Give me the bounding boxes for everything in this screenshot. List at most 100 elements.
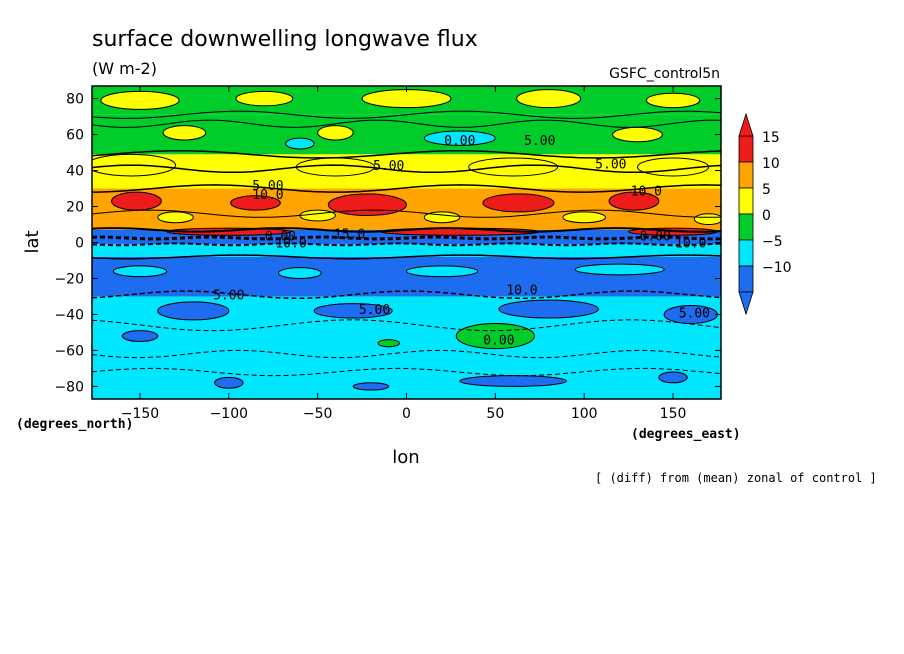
heatmap-cell <box>285 137 315 150</box>
x-tick-label: 50 <box>486 406 504 422</box>
colorbar-segment <box>738 239 754 267</box>
heatmap-cell <box>112 265 168 278</box>
colorbar-max-arrow <box>738 112 754 137</box>
heatmap-cell <box>317 125 354 141</box>
heatmap-cell <box>482 193 555 213</box>
contour-line <box>92 164 721 174</box>
heatmap-cell <box>299 209 336 222</box>
heatmap-band <box>92 238 721 245</box>
contour-label: 0.00 <box>640 229 671 244</box>
heatmap-cell <box>327 193 408 217</box>
contour-line <box>92 349 721 359</box>
y-tick-label: −40 <box>54 307 84 323</box>
heatmap-cell <box>516 89 582 109</box>
heatmap-cell <box>574 263 665 276</box>
y-tick-label: 60 <box>66 128 84 144</box>
colorbar-segment <box>738 265 754 293</box>
y-tick-label: 0 <box>75 236 84 252</box>
contour-line <box>92 227 721 233</box>
heatmap-cell <box>230 195 281 211</box>
contour-label: 0.00 <box>483 334 514 349</box>
heatmap-cell <box>468 157 559 177</box>
dataset-label: GSFC_control5n <box>609 66 720 82</box>
contour-label: 10.0 <box>252 188 283 203</box>
contour-label: 5.00 <box>595 157 626 172</box>
contour-line <box>92 290 721 300</box>
colorbar-label: 10 <box>762 156 780 172</box>
heatmap-cell <box>361 89 452 109</box>
x-tick-label: −50 <box>303 406 333 422</box>
colorbar-min-arrow <box>738 291 754 316</box>
contour-line <box>92 319 721 332</box>
contour-label: 0.00 <box>265 229 296 244</box>
heatmap-cell <box>608 191 660 211</box>
contour-line <box>92 254 721 260</box>
y-tick-label: 20 <box>66 200 84 216</box>
contour-line <box>92 110 721 119</box>
contour-line <box>92 209 721 218</box>
y-tick-label: −80 <box>54 379 84 395</box>
heatmap-cell <box>235 90 294 107</box>
contour-label: 5.00 <box>524 134 555 149</box>
contour-label: 10.0 <box>275 237 306 252</box>
footnote: [ (diff) from (mean) zonal of control ] <box>595 471 877 485</box>
heatmap-cell <box>562 211 607 224</box>
contour-label: 10.0 <box>631 184 662 199</box>
heatmap-cell <box>162 125 207 141</box>
contour-label: 0.00 <box>444 134 475 149</box>
heatmap-cell <box>377 339 400 348</box>
contour-line <box>92 150 721 159</box>
colorbar: 15 10 5 0 −5 −10 <box>738 112 792 316</box>
contour-label: 15.0 <box>334 228 365 243</box>
contour-line <box>92 242 721 247</box>
heatmap-cell <box>459 375 567 387</box>
heatmap-band <box>92 154 721 169</box>
y-tick-label: −60 <box>54 343 84 359</box>
contour-label: 5.00 <box>679 307 710 322</box>
heatmap-cell <box>658 371 688 384</box>
contour-label: 10.0 <box>506 283 537 298</box>
y-tick-label: 40 <box>66 164 84 180</box>
heatmap-cell <box>612 126 663 143</box>
contour-label: 5.00 <box>373 159 404 174</box>
x-axis-label: lon <box>392 447 419 468</box>
heatmap-cell <box>121 330 159 342</box>
heatmap-cell <box>313 303 393 319</box>
contour-line <box>92 119 721 128</box>
x-tick-label: 100 <box>571 406 598 422</box>
heatmap-cell <box>423 211 461 224</box>
y-axis-units: (degrees_north) <box>16 417 133 432</box>
colorbar-segment <box>738 213 754 241</box>
y-tick-label: −20 <box>54 271 84 287</box>
heatmap-cell <box>214 376 244 389</box>
contour-label: 5.00 <box>252 179 283 194</box>
colorbar-segment <box>738 135 754 163</box>
y-tick-label: 80 <box>66 92 84 108</box>
colorbar-segment <box>738 161 754 189</box>
heatmap-band <box>92 168 721 189</box>
heatmap-cell <box>498 299 599 319</box>
heatmap-cell <box>157 211 194 224</box>
heatmap-band <box>92 256 721 297</box>
contour-label: 10.0 <box>675 237 706 252</box>
heatmap-cell <box>406 265 479 278</box>
heatmap-cell <box>166 227 292 236</box>
colorbar-label: 5 <box>762 182 771 198</box>
contour-line <box>92 367 721 377</box>
chart-title: surface downwelling longwave flux <box>92 27 478 52</box>
colorbar-label: 15 <box>762 130 780 146</box>
colorbar-label: −5 <box>762 234 783 250</box>
colorbar-label: 0 <box>762 208 771 224</box>
chart-units: (W m-2) <box>92 59 157 78</box>
contour-line <box>92 235 721 241</box>
heatmap-cell <box>111 191 162 211</box>
heatmap-cell <box>157 301 230 321</box>
x-axis-units: (degrees_east) <box>631 427 741 442</box>
colorbar-segment <box>738 187 754 215</box>
x-tick-label: −100 <box>210 406 248 422</box>
heatmap-field <box>92 86 721 399</box>
heatmap-cell <box>352 382 390 391</box>
heatmap-cell <box>645 92 701 109</box>
x-tick-label: −150 <box>121 406 159 422</box>
